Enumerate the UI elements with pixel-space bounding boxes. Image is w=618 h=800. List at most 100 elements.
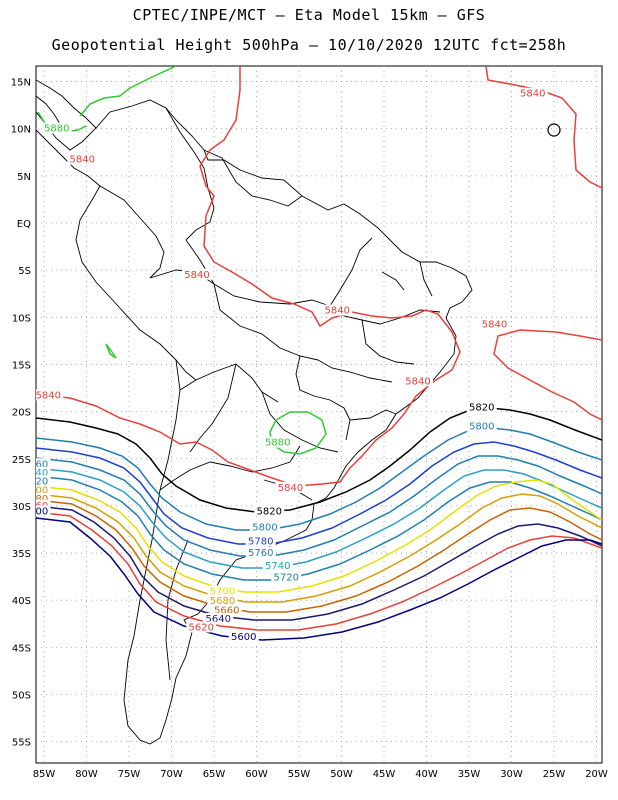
contour-label-bg [36,484,51,496]
contour-label-bg [275,481,306,493]
contour-label: 5780 [248,537,273,548]
lon-tick-label: 20W [585,769,608,780]
lat-tick-label: 15N [11,78,31,89]
contour-label: 5760 [248,548,273,559]
contour-label: 5660 [23,459,48,470]
contour-label-bg [466,401,497,413]
contour-label-bg [207,595,238,607]
contour-label-bg [41,122,72,134]
lat-tick-label: 10S [12,313,31,324]
lon-tick-label: 45W [373,769,396,780]
height-contours [36,66,602,641]
contour-label-bg [262,560,293,572]
contour-label: 5700 [210,587,235,598]
contour-label-bg [403,375,433,387]
contour-5880-high [269,411,327,455]
contour-label: 5680 [210,596,235,607]
lon-tick-label: 75W [118,769,141,780]
map-frame [35,65,603,764]
contour-label: 5740 [23,468,48,479]
lat-tick-label: 15S [12,360,31,371]
lat-tick-label: 45S [12,643,31,654]
contour-label: 5840 [36,390,61,401]
contour-label-bg [36,505,51,517]
lon-tick-label: 40W [415,769,438,780]
contour-label-bg [245,546,276,558]
lat-tick-label: 5S [18,266,31,277]
contour-label-bg [182,268,212,280]
contour-label: 5600 [231,632,256,643]
island-contour [547,123,561,137]
lon-tick-label: 30W [500,769,523,780]
contour-label-bg [466,420,497,432]
contour-label: 5680 [23,494,48,505]
contour-label: 5600 [23,506,48,517]
contour-label-bg [186,621,217,633]
lat-tick-label: 55S [12,738,31,749]
contour-label: 5620 [189,622,214,633]
contour-5700 [36,479,602,593]
lat-tick-label: 20S [12,408,31,419]
contour-label-bg [36,389,64,401]
map-subtitle: Geopotential Height 500hPa – 10/10/2020 … [51,36,567,54]
lon-tick-label: 55W [288,769,311,780]
lon-tick-label: 65W [203,769,226,780]
contour-label: 5640 [206,614,231,625]
lat-tick-label: 40S [12,596,31,607]
contour-label: 5800 [252,522,277,533]
lon-tick-label: 25W [543,769,566,780]
contour-label: 5840 [325,306,350,317]
contour-label: 5840 [70,155,95,166]
contour-label: 5880 [44,124,69,135]
contour-label-bg [262,436,293,448]
contour-label-bg [228,630,259,642]
contour-label-bg [203,612,234,624]
lat-tick-label: 35S [12,549,31,560]
lat-tick-label: EQ [17,219,31,230]
contour-label: 5840 [278,483,303,494]
contour-label: 5880 [265,438,290,449]
contour-label-bg [36,499,51,511]
contour-label: 5720 [274,572,299,583]
lon-tick-label: 50W [330,769,353,780]
longitude-labels: 85W 80W 75W 70W 65W 60W 55W 50W 45W 40W 35W 30W 25W 2… [33,769,608,780]
contour-label: 5840 [405,376,430,387]
lon-tick-label: 85W [33,769,56,780]
contour-label-bg [254,505,285,517]
contour-label-bg [36,466,51,478]
lat-tick-label: 25S [12,455,31,466]
graticule [36,66,602,763]
contour-label-bg [322,304,353,316]
lat-tick-label: 5N [17,172,31,183]
contour-label: 5700 [23,486,48,497]
contour-label-bg [36,458,51,470]
contour-label-bg [479,318,510,330]
contour-label: 5660 [214,605,239,616]
contour-label: 5820 [469,403,494,414]
contour-label: 5740 [265,561,290,572]
lat-tick-label: 50S [12,691,31,702]
contour-label-bg [67,153,98,165]
contour-label: 5820 [257,506,282,517]
contour-labels: 5840 5880 5840 5840 5840 5840 5840 5840 5880 5840… [23,87,548,643]
contour-label-bg [517,87,548,99]
lon-tick-label: 60W [245,769,268,780]
contour-label: 5720 [23,476,48,487]
contour-label-bg [36,475,51,487]
contour-label: 5840 [520,89,545,100]
contour-label: 5840 [184,270,209,281]
lat-tick-label: 30S [12,502,31,513]
lat-tick-label: 10N [11,125,31,136]
contour-label-bg [271,571,302,583]
contour-label-bg [250,521,280,533]
contour-label-bg [211,604,242,616]
lon-tick-label: 70W [160,769,183,780]
contour-label: 5840 [482,320,507,331]
latitude-labels: 15N 10N 5N EQ 5S 10S 15S 20S 25S 30S 35S 40S 45S 50S 5… [11,78,31,749]
contour-5840 [36,66,461,487]
map-title: CPTEC/INPE/MCT – Eta Model 15km – GFS [132,6,486,24]
lon-tick-label: 35W [458,769,481,780]
contour-label-bg [36,493,51,505]
contour-label-bg [207,585,238,597]
